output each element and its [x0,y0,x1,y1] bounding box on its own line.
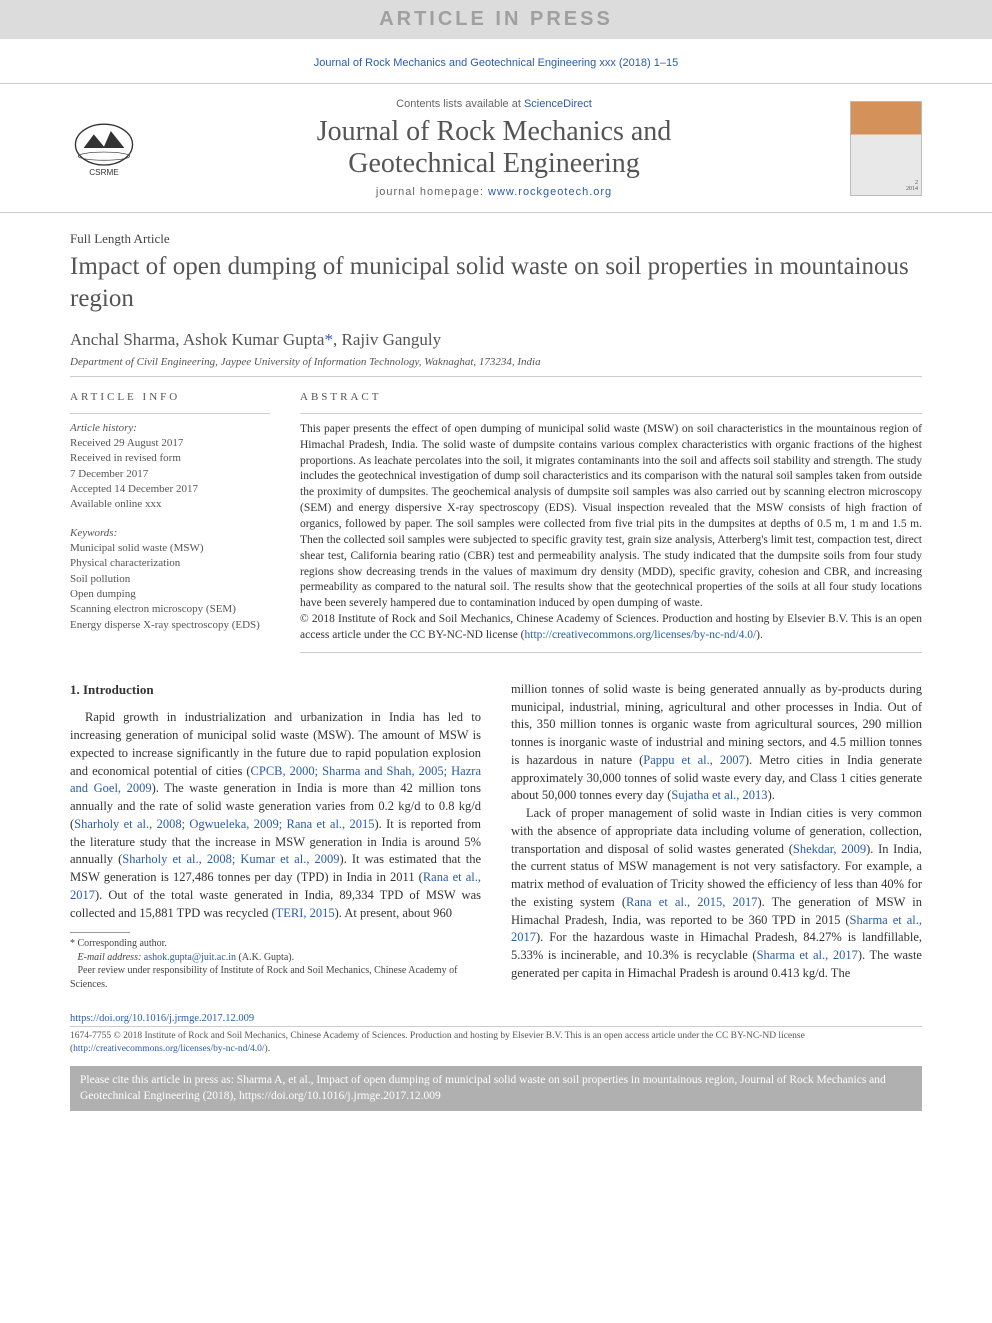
publisher-logo: CSRME [70,114,138,182]
email-link[interactable]: ashok.gupta@juit.ac.in [144,952,236,963]
paragraph: Lack of proper management of solid waste… [511,805,922,983]
contents-prefix: Contents lists available at [396,98,524,110]
keyword: Physical characterization [70,556,270,571]
journal-cover-thumbnail [850,101,922,196]
footnote-corresponding: * Corresponding author. [70,937,481,951]
keyword: Open dumping [70,587,270,602]
history-head: Article history: [70,422,270,434]
doi-link[interactable]: https://doi.org/10.1016/j.jrmge.2017.12.… [70,1013,254,1024]
peer-text: Peer review under responsibility of Inst… [70,965,457,990]
rule [70,376,922,377]
svg-text:CSRME: CSRME [89,168,119,177]
keywords-head: Keywords: [70,527,270,539]
bottom-block: https://doi.org/10.1016/j.jrmge.2017.12.… [0,1013,992,1056]
citation-link[interactable]: Sharma et al., 2017 [757,948,858,962]
affiliation: Department of Civil Engineering, Jaypee … [70,356,922,368]
authors-part1: Anchal Sharma, Ashok Kumar Gupta [70,330,324,349]
copyright-line: 1674-7755 © 2018 Institute of Rock and S… [70,1026,922,1056]
section-heading: 1. Introduction [70,681,481,699]
keyword: Scanning electron microscopy (SEM) [70,602,270,617]
citation-link[interactable]: Sujatha et al., 2013 [671,788,767,802]
authors-part2: , Rajiv Ganguly [333,330,441,349]
keyword: Municipal solid waste (MSW) [70,541,270,556]
corresponding-marker: * [324,330,333,349]
paragraph: million tonnes of solid waste is being g… [511,681,922,805]
text: ). [768,788,775,802]
footnote-email: E-mail address: ashok.gupta@juit.ac.in (… [70,951,481,965]
contents-line: Contents lists available at ScienceDirec… [156,98,832,110]
footnote-rule [70,932,130,933]
authors: Anchal Sharma, Ashok Kumar Gupta*, Rajiv… [70,330,922,350]
masthead: CSRME Contents lists available at Scienc… [0,83,992,213]
doi-line: https://doi.org/10.1016/j.jrmge.2017.12.… [70,1013,922,1024]
article-title: Impact of open dumping of municipal soli… [70,251,922,314]
journal-name: Journal of Rock Mechanics and Geotechnic… [156,116,832,180]
license-link[interactable]: http://creativecommons.org/licenses/by-n… [525,629,757,641]
email-label: E-mail address: [78,952,142,963]
journal-line1: Journal of Rock Mechanics and [317,116,672,147]
citation-link[interactable]: Sharholy et al., 2008; Ogwueleka, 2009; … [74,817,374,831]
journal-line2: Geotechnical Engineering [348,148,640,179]
main-body: 1. Introduction Rapid growth in industri… [70,681,922,991]
top-citation: Journal of Rock Mechanics and Geotechnic… [0,39,992,83]
email-who: (A.K. Gupta). [236,952,294,963]
article-type: Full Length Article [70,231,922,247]
citation-link[interactable]: Sharholy et al., 2008; Kumar et al., 200… [122,852,339,866]
footnote-peer: Peer review under responsibility of Inst… [70,964,481,991]
homepage-link[interactable]: www.rockgeotech.org [488,186,612,198]
history-line: 7 December 2017 [70,467,270,482]
license-link[interactable]: http://creativecommons.org/licenses/by-n… [73,1044,264,1054]
history-line: Accepted 14 December 2017 [70,482,270,497]
homepage-prefix: journal homepage: [376,186,488,198]
abstract-head: ABSTRACT [300,391,922,403]
paragraph: Rapid growth in industrialization and ur… [70,709,481,922]
abstract-text: This paper presents the effect of open d… [300,422,922,644]
main-col-left: 1. Introduction Rapid growth in industri… [70,681,481,991]
sciencedirect-link[interactable]: ScienceDirect [524,98,592,110]
history-line: Received in revised form [70,451,270,466]
cite-box: Please cite this article in press as: Sh… [70,1066,922,1111]
abstract-copyright-close: ). [756,629,763,641]
article-info-head: ARTICLE INFO [70,391,270,403]
info-abstract-row: ARTICLE INFO Article history: Received 2… [70,391,922,653]
citation-link[interactable]: Shekdar, 2009 [793,842,866,856]
abstract-body: This paper presents the effect of open d… [300,423,922,609]
citation-link[interactable]: Rana et al., 2015, 2017 [626,895,757,909]
keyword: Energy disperse X-ray spectroscopy (EDS) [70,618,270,633]
citation-link[interactable]: TERI, 2015 [276,906,335,920]
homepage-line: journal homepage: www.rockgeotech.org [156,186,832,198]
copy-suffix: ). [265,1044,271,1054]
abstract-column: ABSTRACT This paper presents the effect … [300,391,922,653]
main-col-right: million tonnes of solid waste is being g… [511,681,922,991]
history-line: Received 29 August 2017 [70,436,270,451]
history-line: Available online xxx [70,497,270,512]
article-info-column: ARTICLE INFO Article history: Received 2… [70,391,270,653]
in-press-banner: ARTICLE IN PRESS [0,0,992,39]
citation-link[interactable]: Pappu et al., 2007 [643,753,745,767]
masthead-center: Contents lists available at ScienceDirec… [156,98,832,198]
keyword: Soil pollution [70,572,270,587]
text: ). At present, about 960 [335,906,452,920]
